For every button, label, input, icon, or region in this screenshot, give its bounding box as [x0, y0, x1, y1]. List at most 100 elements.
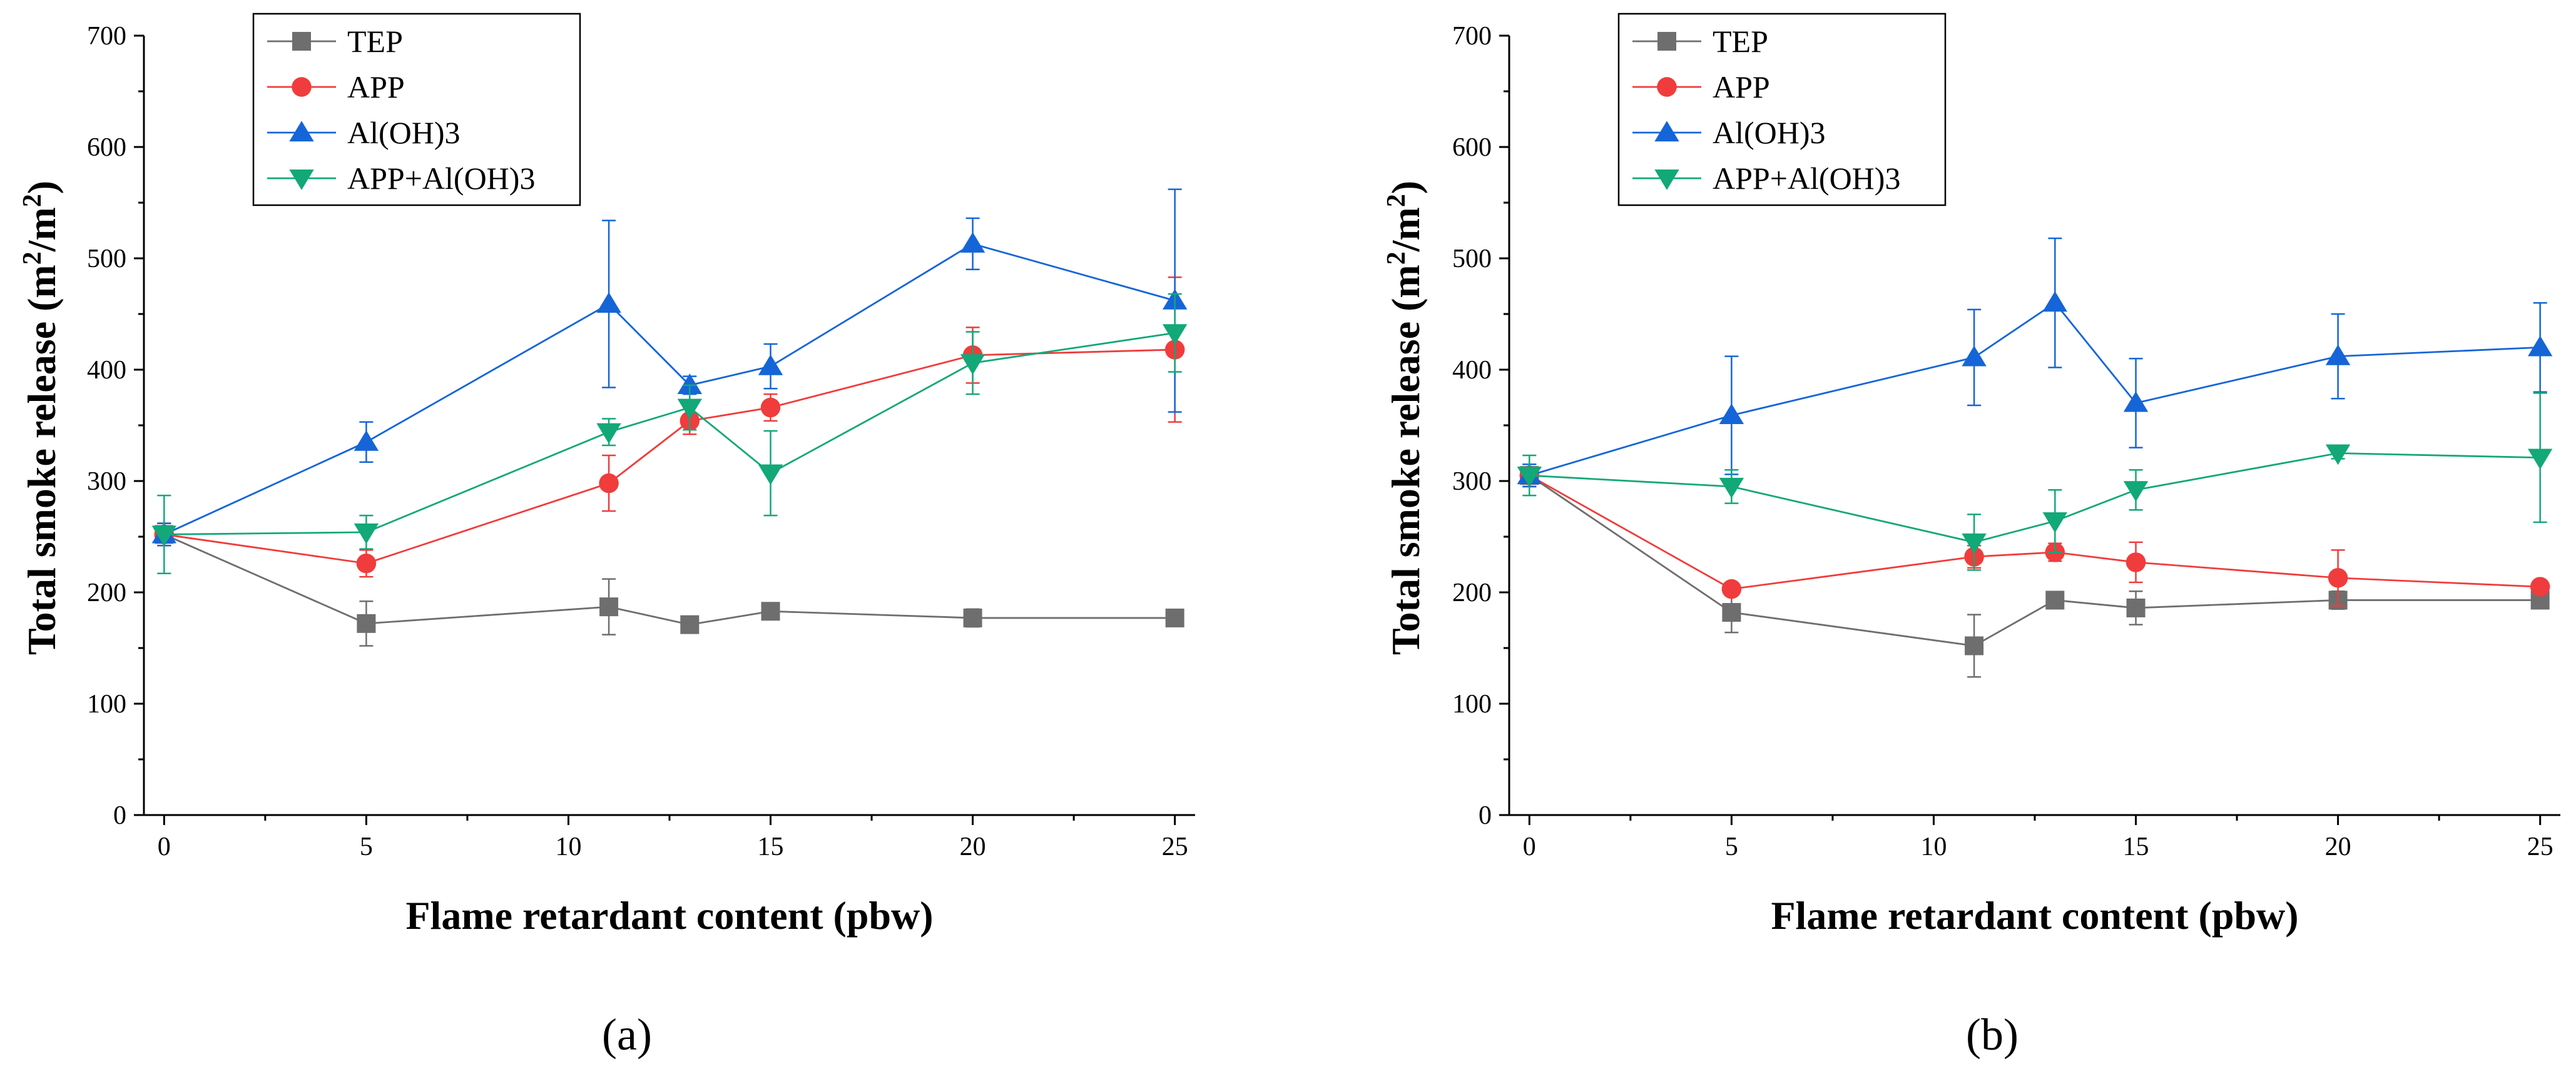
panel-label-b: (b): [1966, 1010, 2019, 1060]
data-point: [1962, 345, 1987, 367]
data-point: [357, 614, 376, 633]
x-tick-label: 0: [158, 833, 171, 861]
series-line: [1529, 474, 2540, 590]
y-tick-label: 600: [87, 133, 126, 162]
y-tick-label: 700: [87, 22, 126, 51]
data-layer: [1517, 237, 2553, 678]
data-point: [1721, 579, 1742, 599]
x-tick-label: 25: [1162, 833, 1188, 861]
data-point: [758, 464, 783, 485]
data-point: [2126, 598, 2146, 617]
data-point: [1719, 403, 1744, 425]
y-tick-label: 500: [1452, 245, 1492, 273]
series-Al(OH)3: [1517, 237, 2553, 488]
series-TEP: [1520, 464, 2550, 678]
x-tick-label: 5: [360, 833, 373, 861]
legend-label: TEP: [347, 24, 403, 59]
legend-entry: APP: [1632, 69, 1770, 104]
legend-marker: [292, 77, 312, 97]
data-point: [599, 597, 619, 617]
legend-label: APP+Al(OH)3: [347, 161, 535, 196]
y-axis-title: Total smoke release (m2/m2): [18, 181, 64, 655]
data-point: [677, 398, 702, 420]
legend-marker: [1657, 32, 1676, 51]
series-line: [163, 534, 1175, 626]
y-tick-label: 700: [1452, 22, 1492, 51]
x-tick-label: 0: [1523, 833, 1536, 861]
data-point: [2528, 448, 2553, 470]
legend-entry: TEP: [267, 24, 403, 59]
y-tick-label: 500: [87, 245, 126, 273]
legend-label: APP+Al(OH)3: [1713, 161, 1900, 196]
series-line: [1529, 452, 2540, 544]
x-tick-label: 20: [960, 833, 986, 861]
y-tick-label: 0: [113, 801, 126, 830]
legend-marker: [1654, 121, 1679, 142]
y-tick-label: 200: [1452, 579, 1492, 607]
ticks: 0 100 200 300 400 500 600 700 0 5 10 15 20 25: [87, 22, 1188, 861]
series-APP: [1519, 464, 2550, 607]
data-point: [356, 553, 377, 574]
legend-label: Al(OH)3: [347, 115, 461, 150]
data-point: [2042, 512, 2067, 533]
series-line: [163, 243, 1176, 535]
data-point: [2530, 577, 2550, 597]
legend-label: TEP: [1713, 24, 1768, 59]
legend-entry: Al(OH)3: [267, 115, 461, 150]
legend-label: Al(OH)3: [1713, 115, 1826, 150]
panel-label-a: (a): [602, 1010, 652, 1060]
x-tick-label: 10: [1920, 833, 1947, 861]
y-tick-label: 600: [1452, 133, 1492, 162]
data-point: [761, 602, 780, 621]
y-tick-label: 300: [1452, 467, 1492, 496]
data-point: [680, 615, 700, 634]
legend-marker: [289, 121, 314, 142]
series-line: [164, 348, 1175, 565]
data-point: [1163, 324, 1188, 345]
legend: TEP APP Al(OH)3 APP+Al(OH)3: [267, 24, 535, 196]
data-point: [2042, 291, 2067, 312]
series-APP: [154, 276, 1185, 578]
legend-marker: [1657, 77, 1677, 97]
data-point: [2528, 335, 2553, 357]
data-point: [2325, 444, 2351, 465]
data-point: [960, 232, 985, 253]
data-point: [963, 608, 982, 627]
x-tick-label: 20: [2325, 833, 2351, 861]
y-tick-label: 100: [87, 690, 126, 719]
data-point: [2045, 590, 2065, 610]
x-axis-title: Flame retardant content (pbw): [405, 893, 933, 938]
data-point: [758, 354, 783, 375]
y-axis-title: Total smoke release (m2/m2): [1382, 181, 1428, 655]
x-tick-label: 10: [555, 833, 581, 861]
y-tick-label: 300: [87, 467, 126, 496]
data-point: [1965, 636, 1984, 656]
series-TEP: [155, 522, 1184, 647]
ticks: 0 100 200 300 400 500 600 700 0 5 10 15 20 25: [1452, 22, 2553, 861]
data-point: [2328, 568, 2348, 588]
legend-entry: APP: [267, 69, 405, 104]
data-point: [354, 430, 379, 451]
legend-marker: [1654, 169, 1679, 190]
data-point: [151, 525, 176, 547]
legend-label: APP: [1713, 69, 1770, 104]
y-tick-label: 400: [87, 356, 126, 385]
legend-marker: [289, 169, 314, 190]
y-tick-label: 200: [87, 579, 126, 607]
data-point: [2125, 552, 2146, 572]
data-point: [1165, 608, 1184, 627]
x-tick-label: 15: [2123, 833, 2149, 861]
data-point: [2325, 344, 2351, 365]
data-point: [354, 523, 379, 544]
series-APP+Al(OH)3: [1517, 392, 2553, 571]
series-APP+Al(OH)3: [151, 293, 1188, 574]
data-point: [960, 354, 985, 375]
y-tick-label: 400: [1452, 356, 1492, 385]
data-point: [596, 423, 621, 444]
legend-label: APP: [347, 69, 405, 104]
legend-entry: APP+Al(OH)3: [267, 161, 535, 196]
series-Al(OH)3: [151, 188, 1188, 547]
x-tick-label: 15: [758, 833, 784, 861]
data-point: [760, 397, 781, 418]
